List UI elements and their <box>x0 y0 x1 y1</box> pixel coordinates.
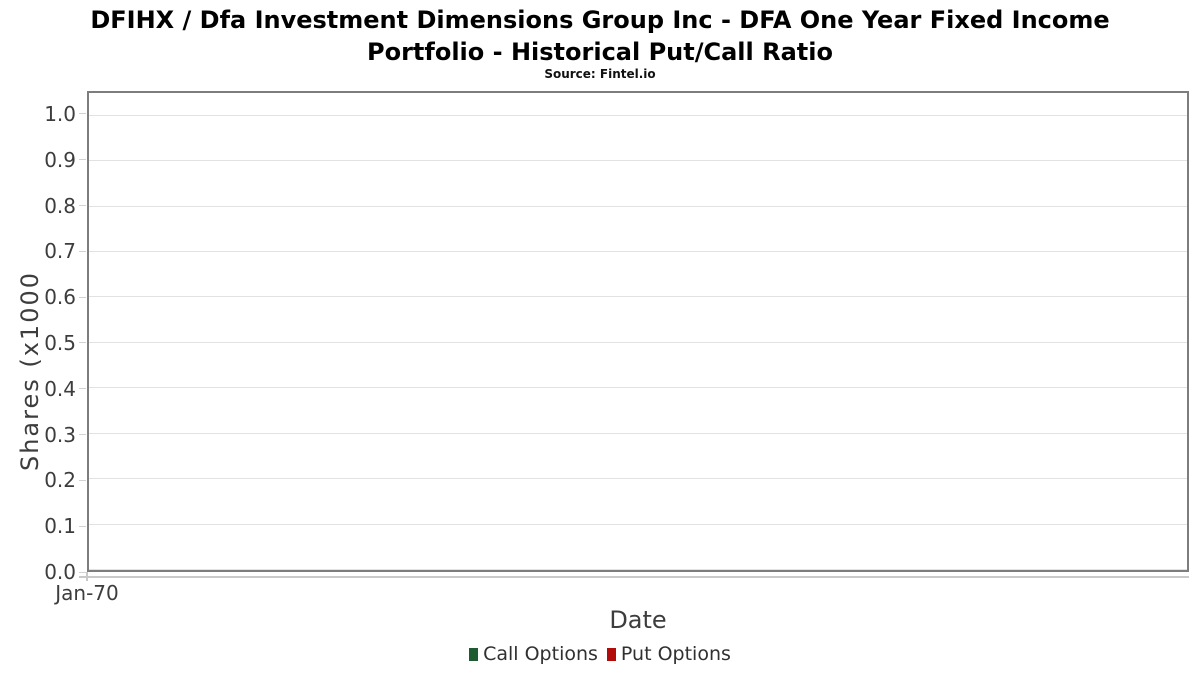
y-tick-label: 0.4 <box>44 376 76 401</box>
gridline-0.2 <box>89 478 1187 480</box>
y-tick-label: 0.8 <box>44 193 76 218</box>
legend: Call Options Put Options <box>0 643 1200 665</box>
y-tick-0.3: 0.3 <box>44 423 86 447</box>
y-tick-0.8: 0.8 <box>44 194 86 218</box>
y-tick-0.6: 0.6 <box>44 285 86 309</box>
gridline-0.4 <box>89 387 1187 389</box>
gridlines <box>89 93 1187 570</box>
y-tick-mark <box>79 296 86 298</box>
y-tick-0.5: 0.5 <box>44 331 86 355</box>
y-tick-0.7: 0.7 <box>44 239 86 263</box>
y-tick-0.1: 0.1 <box>44 514 86 538</box>
y-tick-mark <box>79 479 86 481</box>
y-tick-1.0: 1.0 <box>44 102 86 126</box>
legend-label: Call Options <box>483 643 598 665</box>
legend-swatch-icon <box>606 647 616 661</box>
y-tick-label: 0.9 <box>44 147 76 172</box>
y-tick-label: 1.0 <box>44 101 76 126</box>
gridline-0.3 <box>89 432 1187 434</box>
y-tick-0.9: 0.9 <box>44 148 86 172</box>
y-axis-ticks: 0.0 0.1 0.2 0.3 0.4 0.5 0.6 0.7 0.8 0.9 1.0 <box>0 91 86 584</box>
y-tick-label: 0.1 <box>44 514 76 539</box>
x-axis-line <box>79 576 1189 578</box>
y-tick-mark <box>79 113 86 115</box>
y-tick-label: 0.3 <box>44 422 76 447</box>
x-tick-label: Jan-70 <box>55 581 119 605</box>
plot-area <box>87 91 1189 572</box>
gridline-0.7 <box>89 251 1187 253</box>
gridline-0.1 <box>89 523 1187 525</box>
y-tick-label: 0.2 <box>44 468 76 493</box>
y-tick-0.0: 0.0 <box>44 560 86 584</box>
y-tick-mark <box>79 571 86 573</box>
gridline-1.0 <box>89 114 1187 116</box>
gridline-0.5 <box>89 341 1187 343</box>
x-tick-mark <box>86 572 88 581</box>
gridline-0.9 <box>89 160 1187 162</box>
gridline-0.0 <box>89 569 1187 570</box>
legend-swatch-icon <box>469 647 479 661</box>
legend-item-put-options[interactable]: Put Options <box>606 643 731 665</box>
gridline-0.6 <box>89 296 1187 298</box>
y-tick-0.4: 0.4 <box>44 377 86 401</box>
legend-item-call-options[interactable]: Call Options <box>469 643 598 665</box>
y-tick-mark <box>79 342 86 344</box>
y-tick-mark <box>79 205 86 207</box>
legend-label: Put Options <box>620 643 731 665</box>
y-tick-label: 0.0 <box>44 560 76 584</box>
y-tick-label: 0.5 <box>44 330 76 355</box>
y-tick-mark <box>79 434 86 436</box>
gridline-0.8 <box>89 205 1187 207</box>
y-tick-label: 0.7 <box>44 239 76 264</box>
x-axis-title: Date <box>609 606 667 634</box>
y-tick-mark <box>79 159 86 161</box>
y-tick-0.2: 0.2 <box>44 468 86 492</box>
y-tick-mark <box>79 525 86 527</box>
y-tick-mark <box>79 388 86 390</box>
chart-title: DFIHX / Dfa Investment Dimensions Group … <box>90 6 1110 66</box>
y-tick-label: 0.6 <box>44 285 76 310</box>
chart-subtitle: Source: Fintel.io <box>544 67 656 81</box>
y-tick-mark <box>79 250 86 252</box>
